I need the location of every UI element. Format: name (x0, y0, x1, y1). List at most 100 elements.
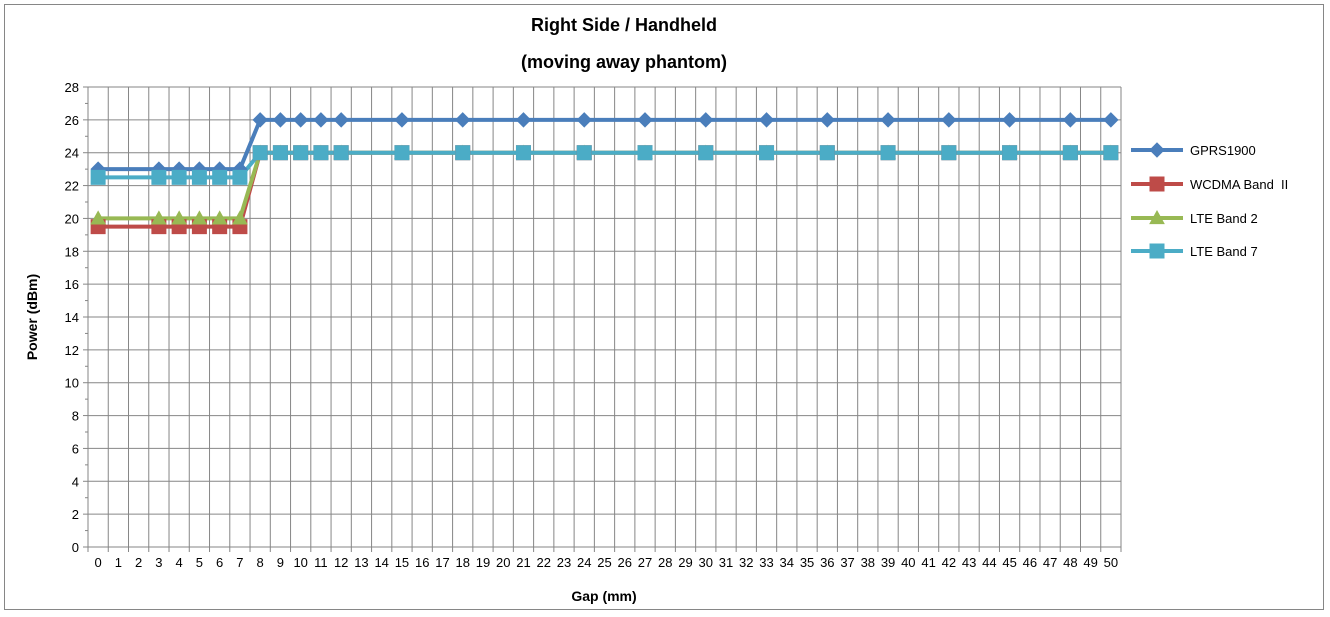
y-tick-label: 14 (65, 310, 79, 325)
y-tick-label: 6 (72, 441, 79, 456)
data-point (211, 210, 228, 225)
x-tick-label: 46 (1023, 555, 1037, 570)
x-tick-label: 33 (759, 555, 773, 570)
data-point (333, 112, 349, 128)
data-point (819, 145, 835, 161)
data-point (272, 145, 288, 161)
legend-label: LTE Band 2 (1190, 211, 1258, 226)
data-point (1062, 145, 1078, 161)
data-point (1103, 112, 1119, 128)
chart-title: Right Side / Handheld (531, 15, 717, 35)
data-point (576, 145, 592, 161)
x-tick-label: 43 (962, 555, 976, 570)
data-point (394, 145, 410, 161)
data-point (171, 210, 187, 225)
data-point (1001, 112, 1018, 128)
y-tick-label: 4 (72, 474, 79, 489)
x-tick-label: 38 (861, 555, 875, 570)
x-tick-label: 48 (1063, 555, 1077, 570)
data-point (880, 112, 896, 128)
data-point (313, 112, 329, 128)
legend-marker (1149, 243, 1165, 259)
x-tick-label: 13 (354, 555, 368, 570)
x-tick-label: 32 (739, 555, 753, 570)
data-point (1062, 112, 1079, 128)
x-tick-label: 35 (800, 555, 814, 570)
x-tick-label: 4 (176, 555, 183, 570)
x-tick-label: 27 (638, 555, 652, 570)
legend: GPRS1900 WCDMA Band II LTE Band 2 LTE Band … (1131, 142, 1288, 259)
data-point (637, 145, 653, 161)
data-point (1002, 145, 1018, 161)
x-tick-label: 23 (557, 555, 571, 570)
x-tick-label: 18 (455, 555, 469, 570)
data-point (576, 112, 592, 128)
x-tick-label: 39 (881, 555, 895, 570)
y-tick-label: 22 (65, 179, 79, 194)
x-axis-title: Gap (mm) (571, 588, 636, 604)
x-tick-label: 50 (1104, 555, 1118, 570)
x-tick-label: 17 (435, 555, 449, 570)
data-point (293, 145, 309, 161)
y-tick-label: 18 (65, 244, 79, 259)
x-tick-label: 20 (496, 555, 510, 570)
y-tick-label: 2 (72, 507, 79, 522)
data-point (758, 112, 775, 128)
x-tick-label: 10 (293, 555, 307, 570)
legend-label: WCDMA Band II (1190, 177, 1288, 192)
x-tick-label: 42 (942, 555, 956, 570)
data-point (1103, 145, 1119, 161)
x-tick-label: 2 (135, 555, 142, 570)
data-point (212, 169, 228, 185)
y-tick-label: 16 (65, 277, 79, 292)
x-tick-label: 19 (476, 555, 490, 570)
legend-marker (1149, 209, 1165, 225)
data-point (191, 210, 208, 225)
x-tick-label: 7 (236, 555, 243, 570)
chart-subtitle: (moving away phantom) (521, 52, 727, 72)
x-tick-label: 8 (257, 555, 264, 570)
y-axis-title: Power (dBm) (24, 274, 40, 360)
x-tick-label: 34 (780, 555, 794, 570)
x-tick-label: 21 (516, 555, 530, 570)
data-point (515, 145, 531, 161)
y-tick-label: 10 (65, 376, 79, 391)
data-point (455, 112, 471, 128)
x-tick-label: 30 (699, 555, 713, 570)
x-tick-label: 26 (618, 555, 632, 570)
x-tick-label: 5 (196, 555, 203, 570)
data-point (698, 112, 714, 128)
x-tick-label: 22 (537, 555, 551, 570)
x-tick-label: 6 (216, 555, 223, 570)
data-point (151, 169, 167, 185)
x-tick-label: 11 (314, 555, 328, 570)
x-tick-label: 3 (155, 555, 162, 570)
legend-label: GPRS1900 (1190, 143, 1256, 158)
data-point (151, 210, 167, 225)
y-tick-label: 12 (65, 343, 79, 358)
data-point (90, 169, 106, 185)
data-point (333, 145, 349, 161)
x-tick-label: 31 (719, 555, 733, 570)
x-tick-label: 9 (277, 555, 284, 570)
data-point (515, 112, 532, 128)
x-tick-label: 1 (115, 555, 122, 570)
x-tick-label: 0 (95, 555, 102, 570)
x-tick-label: 15 (395, 555, 409, 570)
data-point (292, 112, 309, 128)
x-tick-label: 25 (597, 555, 611, 570)
legend-marker (1149, 176, 1165, 192)
x-tick-label: 29 (678, 555, 692, 570)
x-tick-label: 16 (415, 555, 429, 570)
legend-marker (1149, 142, 1165, 158)
x-tick-label: 49 (1083, 555, 1097, 570)
x-tick-label: 36 (820, 555, 834, 570)
x-tick-label: 40 (901, 555, 915, 570)
chart-frame (4, 4, 1324, 610)
data-point (698, 145, 714, 161)
y-tick-label: 24 (65, 146, 79, 161)
data-point (880, 145, 896, 161)
y-tick-label: 0 (72, 540, 79, 555)
x-tick-label: 44 (982, 555, 996, 570)
